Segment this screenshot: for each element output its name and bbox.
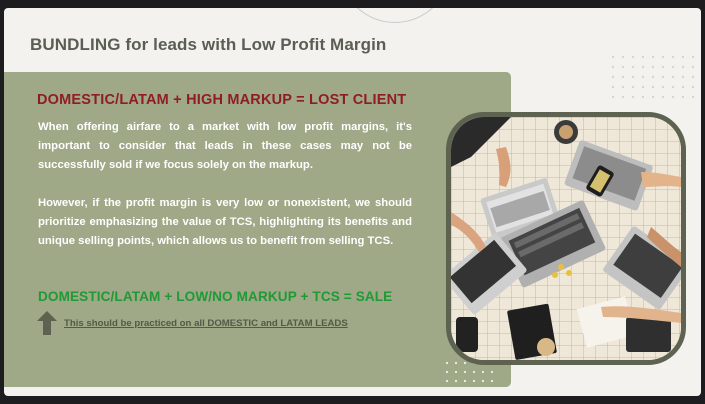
team-laptops-photo (446, 112, 686, 365)
paragraph-low-margin: When offering airfare to a market with l… (38, 121, 412, 171)
heading-sale: DOMESTIC/LATAM + LOW/NO MARKUP + TCS = S… (38, 289, 393, 304)
content-panel (4, 72, 511, 387)
arrow-up-icon (37, 311, 57, 335)
heading-lost-client: DOMESTIC/LATAM + HIGH MARKUP = LOST CLIE… (37, 92, 407, 108)
slide-title: BUNDLING for leads with Low Profit Margi… (30, 35, 386, 55)
photo-illustration (451, 117, 681, 360)
dot-pattern-decoration (611, 55, 695, 99)
paragraph-prioritize-tcs: However, if the profit margin is very lo… (38, 197, 412, 247)
title-bold: BUNDLING (30, 35, 121, 54)
practice-note: This should be practiced on all DOMESTIC… (64, 318, 348, 329)
title-rest: for leads with Low Profit Margin (120, 35, 387, 54)
